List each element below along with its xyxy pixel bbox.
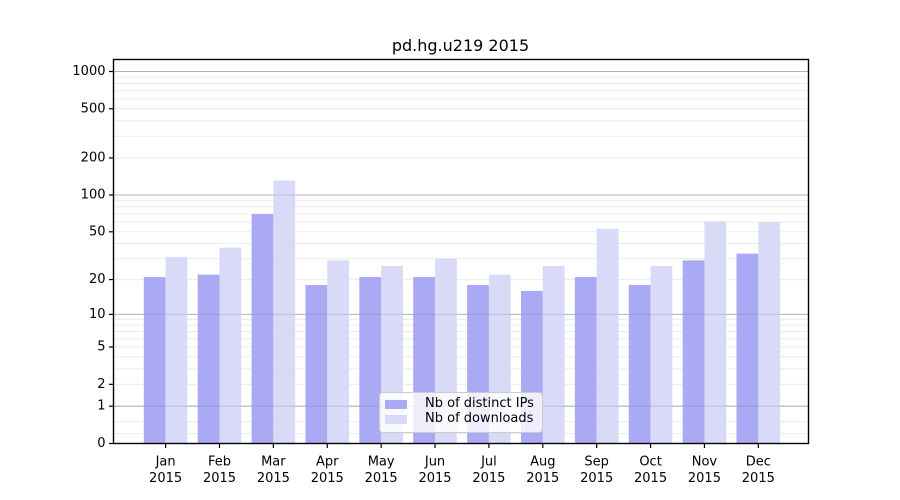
x-tick-label-jun: Jun bbox=[424, 455, 445, 470]
y-tick-label-2: 2 bbox=[97, 377, 105, 392]
bars bbox=[143, 180, 781, 444]
bar-downloads-aug bbox=[542, 266, 565, 444]
bar-downloads-sep bbox=[596, 228, 619, 444]
legend-item-distinct-ips: Nb of distinct IPs bbox=[385, 396, 542, 411]
axes-frame bbox=[112, 58, 810, 445]
bar-distinct-ips-mar bbox=[251, 213, 274, 444]
x-tick-label-feb: Feb bbox=[208, 455, 231, 470]
x-axis: Jan2015Feb2015Mar2015Apr2015May2015Jun20… bbox=[149, 443, 775, 486]
y-tick-label-0: 0 bbox=[97, 436, 105, 451]
x-tick-year-dec: 2015 bbox=[742, 471, 775, 486]
x-tick-label-jul: Jul bbox=[480, 455, 497, 470]
y-tick-label-50: 50 bbox=[89, 224, 106, 239]
bar-downloads-mar bbox=[273, 180, 296, 444]
bar-downloads-feb bbox=[219, 247, 242, 444]
legend: Nb of distinct IPs Nb of downloads bbox=[379, 392, 543, 433]
x-tick-year-nov: 2015 bbox=[688, 471, 721, 486]
y-tick-label-20: 20 bbox=[89, 272, 106, 287]
y-tick-label-1000: 1000 bbox=[72, 64, 105, 79]
bar-distinct-ips-nov bbox=[682, 260, 705, 444]
x-tick-year-oct: 2015 bbox=[634, 471, 667, 486]
x-tick-year-mar: 2015 bbox=[257, 471, 290, 486]
x-tick-label-sep: Sep bbox=[584, 455, 609, 470]
x-tick-label-oct: Oct bbox=[639, 455, 661, 470]
legend-swatch-downloads bbox=[385, 414, 407, 424]
y-axis: 0 1 2 5 10 20 50 100 200 500 1000 bbox=[72, 64, 114, 451]
bar-distinct-ips-jan bbox=[143, 277, 166, 444]
bar-downloads-apr bbox=[327, 260, 350, 444]
x-tick-label-apr: Apr bbox=[316, 455, 339, 470]
bar-distinct-ips-dec bbox=[736, 253, 759, 444]
x-tick-label-dec: Dec bbox=[746, 455, 771, 470]
x-tick-label-may: May bbox=[368, 455, 395, 470]
legend-label-downloads: Nb of downloads bbox=[425, 411, 534, 426]
x-tick-label-jan: Jan bbox=[155, 455, 176, 470]
y-tick-label-200: 200 bbox=[81, 150, 106, 165]
bar-downloads-oct bbox=[650, 266, 673, 444]
y-tick-label-10: 10 bbox=[89, 307, 106, 322]
x-tick-year-feb: 2015 bbox=[203, 471, 236, 486]
x-tick-year-jun: 2015 bbox=[418, 471, 451, 486]
bar-downloads-jan bbox=[165, 256, 188, 444]
x-tick-year-sep: 2015 bbox=[580, 471, 613, 486]
bar-distinct-ips-may bbox=[359, 277, 382, 444]
gridlines-minor bbox=[113, 76, 809, 435]
y-tick-label-1: 1 bbox=[97, 399, 105, 414]
x-tick-year-jan: 2015 bbox=[149, 471, 182, 486]
y-tick-label-5: 5 bbox=[97, 340, 105, 355]
bar-downloads-nov bbox=[704, 221, 727, 444]
bar-downloads-dec bbox=[758, 222, 781, 444]
bar-distinct-ips-apr bbox=[305, 284, 328, 444]
y-tick-label-500: 500 bbox=[81, 101, 106, 116]
legend-item-downloads: Nb of downloads bbox=[385, 411, 542, 426]
legend-swatch-distinct-ips bbox=[385, 399, 407, 409]
x-tick-year-apr: 2015 bbox=[311, 471, 344, 486]
x-tick-year-may: 2015 bbox=[365, 471, 398, 486]
x-tick-label-mar: Mar bbox=[261, 455, 286, 470]
bar-distinct-ips-sep bbox=[574, 277, 597, 444]
y-tick-label-100: 100 bbox=[81, 188, 106, 203]
x-tick-year-aug: 2015 bbox=[526, 471, 559, 486]
legend-label-distinct-ips: Nb of distinct IPs bbox=[425, 396, 534, 411]
x-tick-label-nov: Nov bbox=[692, 455, 718, 470]
bar-distinct-ips-oct bbox=[628, 284, 651, 444]
x-tick-year-jul: 2015 bbox=[472, 471, 505, 486]
x-tick-label-aug: Aug bbox=[530, 455, 555, 470]
bar-distinct-ips-feb bbox=[197, 274, 220, 444]
